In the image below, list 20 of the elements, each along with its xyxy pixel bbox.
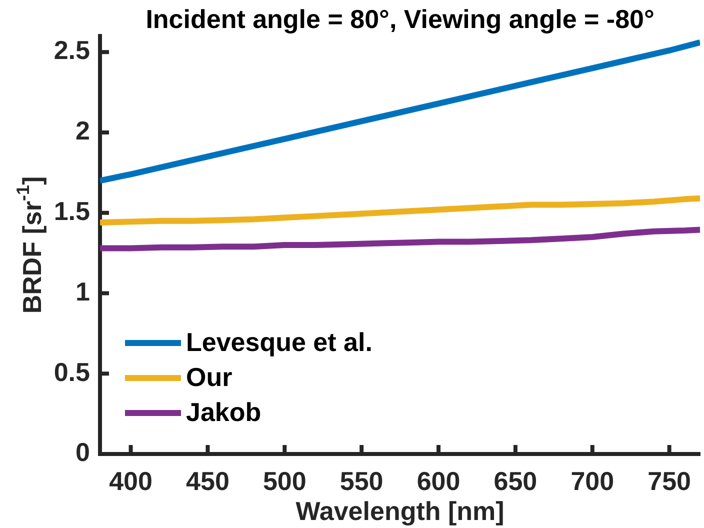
x-tick-label: 600	[416, 466, 460, 496]
y-axis-title: BRDF [sr-1]	[13, 176, 48, 314]
x-tick-label: 700	[570, 466, 614, 496]
x-tick-label: 400	[109, 466, 152, 496]
y-tick-label: 2.5	[54, 35, 90, 66]
chart-title: Incident angle = 80°, Viewing angle = -80°	[146, 4, 654, 34]
y-tick-label: 0	[76, 437, 90, 468]
y-tick-label: 2	[76, 116, 90, 146]
y-tick-label: 1.5	[54, 196, 90, 226]
x-tick-label: 750	[648, 466, 692, 496]
x-tick-label: 450	[186, 466, 230, 496]
legend-label: Levesque et al.	[186, 327, 372, 358]
x-tick-label: 500	[262, 466, 306, 496]
legend-label: Our	[186, 362, 232, 392]
y-tick-label: 1	[76, 276, 90, 306]
legend-label: Jakob	[186, 397, 262, 428]
x-axis-title: Wavelength [nm]	[296, 496, 504, 526]
y-tick-label: 0.5	[54, 356, 90, 387]
x-tick-label: 650	[494, 466, 538, 496]
x-tick-label: 550	[340, 466, 384, 496]
